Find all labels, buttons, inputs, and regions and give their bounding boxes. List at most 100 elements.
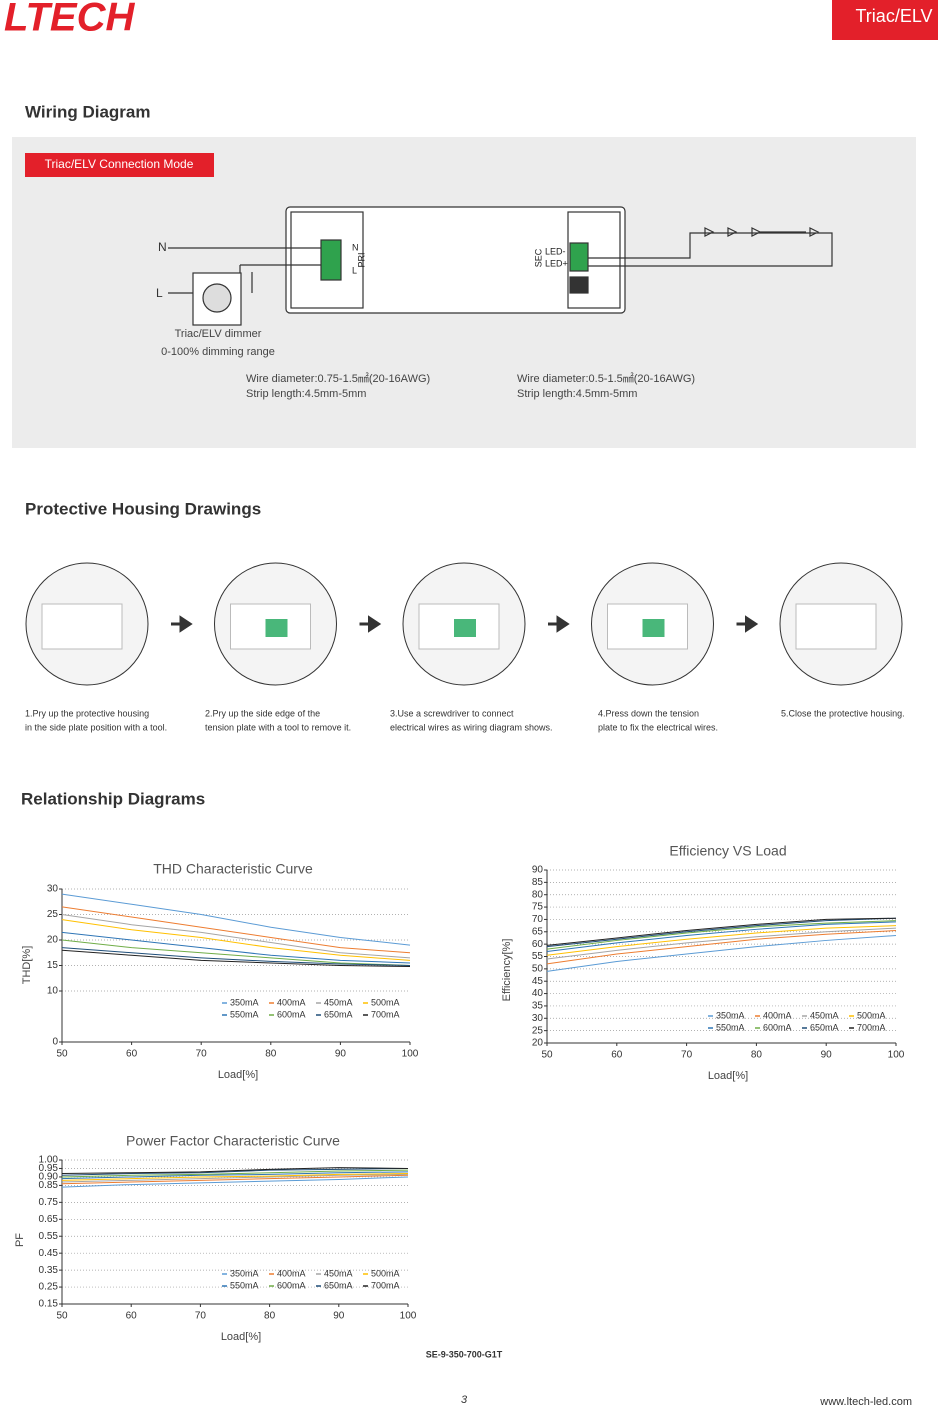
legend-label: 500mA (371, 1268, 400, 1278)
y-tick-label: 0.25 (39, 1282, 59, 1293)
series-line (61, 1167, 409, 1176)
y-tick-label: 25 (532, 1025, 544, 1036)
photos (25, 562, 903, 686)
series-line (61, 893, 411, 946)
x-tick-label: 100 (888, 1050, 905, 1061)
x-axis-label: Load[%] (708, 1070, 748, 1082)
x-tick-label: 70 (681, 1050, 693, 1061)
legend-label: 550mA (230, 1009, 259, 1019)
legend-label: 450mA (810, 1010, 839, 1020)
logo: LTECH (4, 0, 135, 40)
legend-label: 600mA (277, 1280, 306, 1290)
terminal-label: N (352, 242, 359, 252)
y-tick-label: 65 (532, 926, 544, 937)
series-line (546, 920, 897, 950)
x-tick-label: 50 (56, 1311, 68, 1322)
legend-label: 600mA (277, 1009, 306, 1019)
series-line (61, 931, 411, 964)
y-tick-label: 0.90 (39, 1172, 59, 1183)
legend-label: 650mA (810, 1022, 839, 1032)
legend-label: 400mA (763, 1010, 792, 1020)
y-tick-label: 90 (532, 865, 544, 876)
y-tick-label: 0.35 (39, 1265, 59, 1276)
series-line (546, 925, 897, 956)
series-line (61, 914, 411, 959)
y-axis-label: Efficiency[%] (501, 939, 513, 1002)
step-text: 5.Close the protective housing. (781, 708, 905, 718)
range-label: 0-100% dimming range (161, 346, 275, 358)
series-line (61, 947, 411, 966)
legend-label: 650mA (324, 1280, 353, 1290)
y-tick-label: 55 (532, 951, 544, 962)
y-tick-label: 50 (532, 963, 544, 974)
y-tick-label: 0 (52, 1037, 58, 1048)
x-tick-label: 100 (400, 1311, 417, 1322)
x-tick-label: 60 (126, 1311, 138, 1322)
pri-label: PRI (356, 252, 366, 267)
section-title: Wiring Diagram (25, 102, 150, 121)
url: www.ltech-led.com (819, 1396, 912, 1408)
legend-label: 500mA (371, 997, 400, 1007)
y-axis-label: PF (14, 1233, 26, 1247)
photo-part (41, 603, 123, 650)
series-line (61, 1176, 409, 1188)
tag: Triac/ELV (855, 6, 932, 26)
legend-label: 350mA (716, 1010, 745, 1020)
series-line (546, 930, 897, 965)
y-tick-label: 0.15 (39, 1299, 59, 1310)
series-line (61, 1173, 409, 1181)
x-tick-label: 90 (821, 1050, 833, 1061)
terminal (454, 619, 476, 637)
x-tick-label: 70 (195, 1311, 207, 1322)
series-line (61, 906, 411, 954)
x-axis-label: Load[%] (221, 1331, 261, 1343)
wire-spec: Wire diameter:0.75-1.5㎟(20-16AWG) (246, 372, 430, 385)
terminal (265, 619, 288, 637)
y-tick-label: 0.95 (39, 1163, 59, 1174)
l-label: L (156, 286, 163, 300)
terminal-label: L (352, 265, 357, 275)
dimmer-label: Triac/ELV dimmer (175, 328, 262, 340)
x-tick-label: 90 (333, 1311, 345, 1322)
series-line (546, 934, 897, 972)
legend-label: 350mA (230, 1268, 259, 1278)
page-number: 3 (461, 1394, 468, 1406)
y-tick-label: 70 (532, 914, 544, 925)
series-line (61, 939, 411, 966)
series-line (546, 921, 897, 953)
y-tick-label: 35 (532, 1001, 544, 1012)
section-title: Protective Housing Drawings (25, 499, 261, 518)
x-tick-label: 90 (335, 1049, 347, 1060)
series-line (61, 1167, 409, 1175)
y-tick-label: 1.00 (39, 1155, 59, 1166)
y-tick-label: 30 (532, 1013, 544, 1024)
y-tick-label: 30 (47, 884, 59, 895)
step-text: in the side plate position with a tool. (25, 722, 167, 732)
section-title: Relationship Diagrams (21, 789, 205, 808)
y-tick-label: 45 (532, 976, 544, 987)
x-tick-label: 100 (402, 1049, 419, 1060)
step-text: 2.Pry up the side edge of the (205, 708, 320, 718)
x-tick-label: 50 (541, 1050, 553, 1061)
y-tick-label: 0.45 (39, 1248, 59, 1259)
step-text: 1.Pry up the protective housing (25, 708, 149, 718)
x-tick-label: 50 (56, 1049, 68, 1060)
x-tick-label: 70 (196, 1049, 208, 1060)
legend-label: 550mA (230, 1280, 259, 1290)
series-line (61, 1171, 409, 1180)
y-axis-label: THD[%] (21, 946, 33, 985)
y-tick-label: 0.85 (39, 1180, 59, 1191)
x-tick-label: 80 (751, 1050, 763, 1061)
legend-label: 400mA (277, 997, 306, 1007)
y-tick-label: 20 (532, 1038, 544, 1049)
y-tick-label: 15 (47, 960, 59, 971)
series-line (546, 917, 897, 946)
arrow (548, 615, 570, 633)
model: SE-9-350-700-G1T (426, 1349, 503, 1359)
legend-label: 700mA (371, 1009, 400, 1019)
y-tick-label: 75 (532, 902, 544, 913)
photo-part (795, 603, 877, 650)
driver (168, 206, 833, 326)
series-line (61, 1173, 409, 1183)
n-label: N (158, 240, 167, 254)
